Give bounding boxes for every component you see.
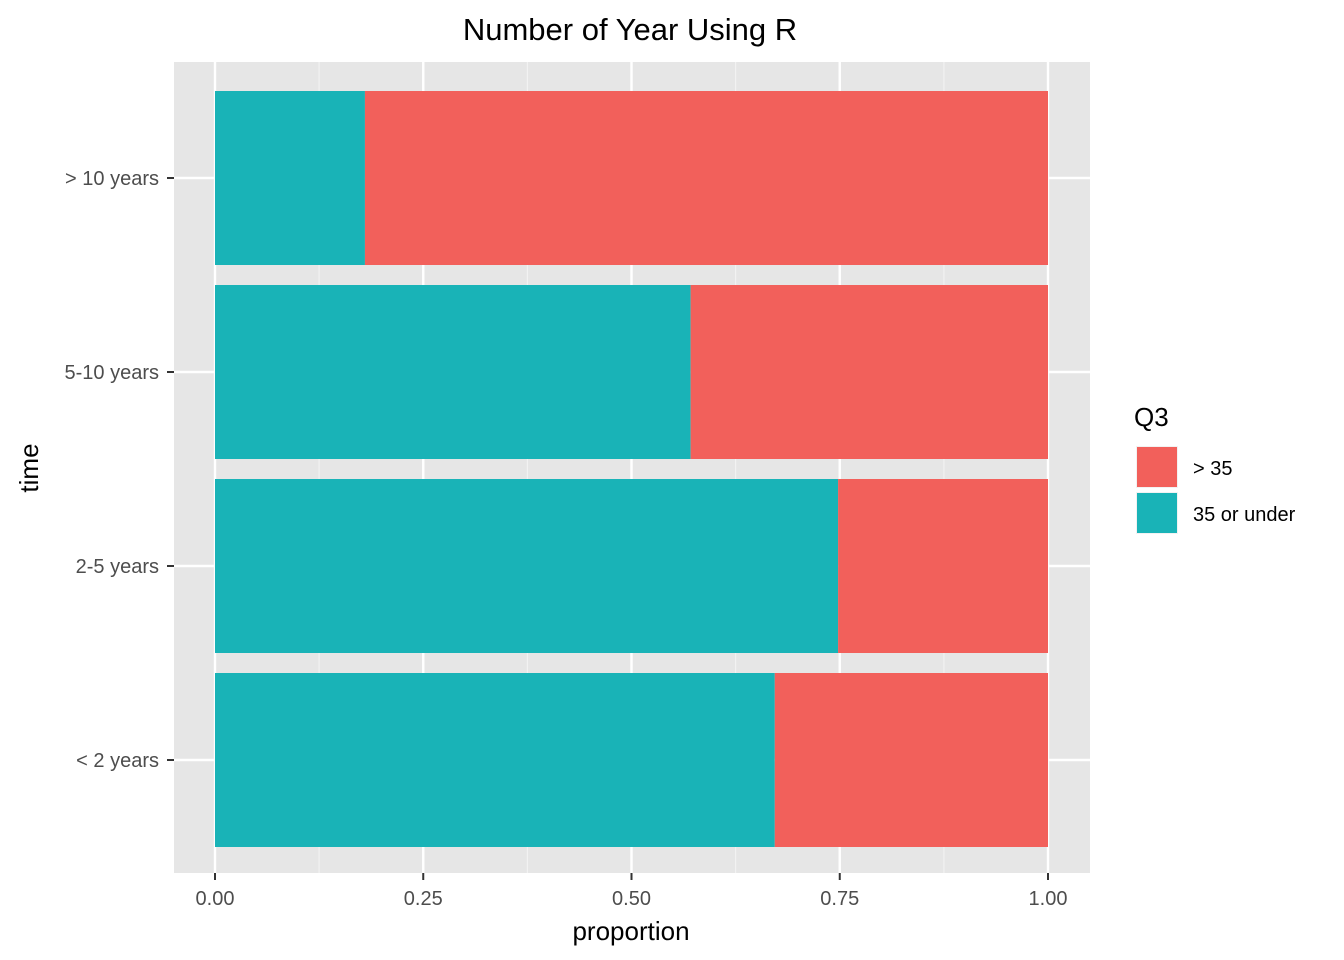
legend-swatch: [1137, 447, 1177, 487]
x-tick-label: 0.50: [612, 888, 651, 910]
bar-segment: [690, 285, 1048, 459]
x-tick-label: 0.25: [404, 888, 443, 910]
bar-segment: [215, 91, 365, 265]
legend-label: > 35: [1193, 458, 1232, 480]
bar-segment: [215, 673, 775, 847]
x-tick-label: 1.00: [1029, 888, 1068, 910]
legend-swatch: [1137, 493, 1177, 533]
y-tick-label: 2-5 years: [76, 556, 159, 578]
bar-segment: [215, 285, 691, 459]
chart-title: Number of Year Using R: [463, 12, 797, 47]
bar-segment: [838, 479, 1048, 653]
bar-segment: [364, 91, 1048, 265]
y-axis-title: time: [14, 443, 44, 492]
bars: [215, 91, 1048, 847]
x-tick-label: 0.00: [196, 888, 235, 910]
x-tick-label: 0.75: [820, 888, 859, 910]
legend: Q3 > 35 35 or under: [1134, 402, 1296, 534]
legend-title: Q3: [1134, 402, 1169, 432]
y-tick-label: > 10 years: [65, 168, 159, 190]
x-axis-title: proportion: [572, 916, 689, 946]
legend-label: 35 or under: [1193, 504, 1296, 526]
y-tick-label: 5-10 years: [65, 362, 160, 384]
y-tick-label: < 2 years: [76, 750, 159, 772]
bar-segment: [215, 479, 839, 653]
bar-segment: [774, 673, 1048, 847]
x-axis: 0.00 0.25 0.50 0.75 1.00: [196, 873, 1068, 910]
y-axis: > 10 years 5-10 years 2-5 years < 2 years: [65, 168, 174, 772]
